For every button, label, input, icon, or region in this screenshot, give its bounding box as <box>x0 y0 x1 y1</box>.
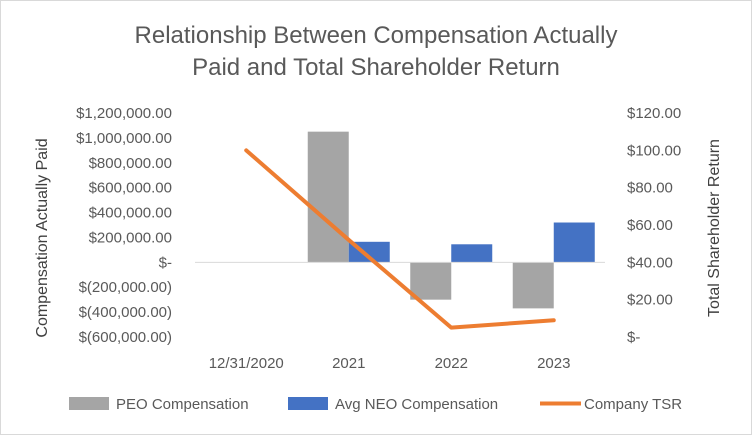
left-tick-label: $- <box>159 254 172 271</box>
chart-title-line-2: Paid and Total Shareholder Return <box>192 54 560 81</box>
left-axis-title: Compensation Actually Paid <box>34 138 51 337</box>
category-label: 2023 <box>537 355 570 372</box>
left-tick-label: $(400,000.00) <box>79 304 172 321</box>
category-label: 2022 <box>435 355 468 372</box>
left-tick-label: $200,000.00 <box>89 229 172 246</box>
chart-title-line-1: Relationship Between Compensation Actual… <box>134 22 618 49</box>
left-tick-label: $800,000.00 <box>89 155 172 172</box>
left-tick-label: $1,000,000.00 <box>76 130 172 147</box>
right-tick-label: $- <box>627 329 640 346</box>
left-axis-ticks: $1,200,000.00 $1,000,000.00 $800,000.00 $60… <box>76 105 172 346</box>
left-tick-label: $600,000.00 <box>89 180 172 197</box>
tsr-line <box>244 148 556 330</box>
line-series <box>244 148 556 330</box>
left-tick-label: $1,200,000.00 <box>76 105 172 122</box>
bar-neo <box>553 222 595 263</box>
left-tick-label: $(600,000.00) <box>79 329 172 346</box>
category-label: 2021 <box>332 355 365 372</box>
legend-label-neo: Avg NEO Compensation <box>335 396 498 413</box>
bar-peo <box>512 262 554 309</box>
bar-peo <box>307 131 349 263</box>
legend: PEO Compensation Avg NEO Compensation Co… <box>69 396 682 413</box>
right-tick-label: $20.00 <box>627 292 673 309</box>
right-axis-title: Total Shareholder Return <box>706 139 723 317</box>
left-tick-label: $(200,000.00) <box>79 279 172 296</box>
bar-neo <box>451 244 493 263</box>
right-axis-ticks: $120.00 $100.00 $80.00 $60.00 $40.00 $20.00 $- <box>627 105 681 346</box>
category-axis-labels: 12/31/2020 2021 2022 2023 <box>209 355 571 372</box>
right-tick-label: $100.00 <box>627 142 681 159</box>
left-tick-label: $400,000.00 <box>89 205 172 222</box>
chart-title: Relationship Between Compensation Actual… <box>0 20 752 84</box>
bar-series <box>307 131 595 309</box>
right-tick-label: $120.00 <box>627 105 681 122</box>
right-tick-label: $40.00 <box>627 254 673 271</box>
bar-peo <box>410 262 452 300</box>
right-tick-label: $60.00 <box>627 217 673 234</box>
legend-label-tsr: Company TSR <box>584 396 682 413</box>
legend-swatch-peo <box>69 397 109 410</box>
legend-label-peo: PEO Compensation <box>116 396 249 413</box>
legend-swatch-neo <box>288 397 328 410</box>
right-tick-label: $80.00 <box>627 180 673 197</box>
category-label: 12/31/2020 <box>209 355 284 372</box>
